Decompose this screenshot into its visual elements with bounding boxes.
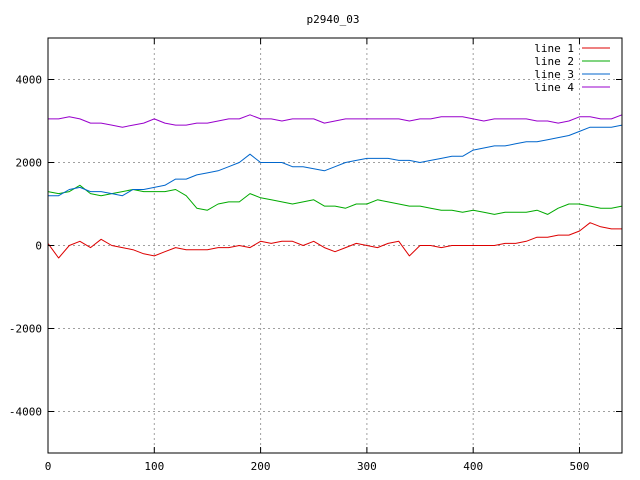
legend-label: line 4 xyxy=(534,81,574,94)
x-axis-ticks: 0 100 200 300 400 500 xyxy=(45,38,590,473)
series-line-2 xyxy=(47,184,623,215)
series-line-4 xyxy=(48,114,623,128)
x-tick-label: 400 xyxy=(463,460,483,473)
x-tick-label: 300 xyxy=(357,460,377,473)
y-axis-ticks: -4000 -2000 0 2000 4000 xyxy=(9,74,622,419)
series-lines xyxy=(47,114,623,259)
y-tick-label: 4000 xyxy=(16,74,43,87)
y-tick-label: -2000 xyxy=(9,323,42,336)
legend-label: line 2 xyxy=(534,55,574,68)
x-tick-label: 500 xyxy=(570,460,590,473)
x-tick-label: 0 xyxy=(45,460,52,473)
x-tick-label: 100 xyxy=(144,460,164,473)
chart-title: p2940_03 xyxy=(307,13,360,26)
series-line-1 xyxy=(47,222,622,259)
y-tick-label: -4000 xyxy=(9,406,42,419)
y-tick-label: 2000 xyxy=(16,157,43,170)
x-tick-label: 200 xyxy=(251,460,271,473)
legend-label: line 3 xyxy=(534,68,574,81)
grid-lines xyxy=(48,38,622,453)
legend-label: line 1 xyxy=(534,42,574,55)
series-line-3 xyxy=(48,124,623,197)
y-tick-label: 0 xyxy=(35,240,42,253)
